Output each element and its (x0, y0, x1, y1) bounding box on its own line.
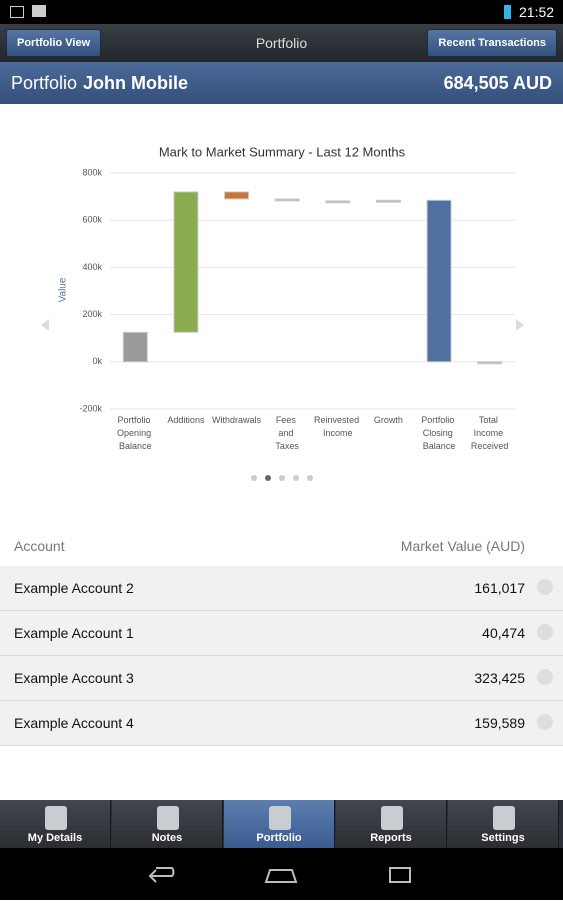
market-value: 323,425 (474, 670, 525, 686)
y-tick-label: 0k (92, 356, 102, 366)
tab-label: My Details (27, 832, 83, 844)
column-header: Market Value (AUD) (400, 538, 525, 554)
market-value: 159,589 (474, 715, 525, 731)
chart-title: Mark to Market Summary - Last 12 Months (159, 144, 406, 159)
clock: 21:52 (519, 4, 555, 20)
x-tick-label: Additions (167, 415, 205, 425)
tab-label: Notes (151, 832, 183, 844)
x-tick-label: Portfolio Closing Balance (421, 415, 457, 451)
header-total: 684,505 AUD (443, 73, 552, 93)
tab-bar: My Details Notes Portfolio Reports Settings (0, 800, 563, 848)
next-chart-arrow[interactable] (516, 319, 524, 331)
account-name: Example Account 2 (14, 580, 134, 596)
account-row[interactable]: Example Account 2 161,017 (0, 566, 563, 611)
nav-bar: Portfolio View Portfolio Recent Transact… (0, 24, 563, 62)
account-row[interactable]: Example Account 3 323,425 (0, 656, 563, 701)
bar (426, 199, 452, 363)
chevron (537, 579, 553, 595)
market-value: 40,474 (482, 625, 525, 641)
x-tick-label: Total Income Received (471, 415, 509, 451)
chart: Mark to Market Summary - Last 12 Months … (41, 144, 524, 481)
bar (274, 198, 300, 202)
tab[interactable]: My Details (0, 800, 111, 848)
x-tick-label: Reinvested Income (314, 415, 362, 438)
system-nav-icons (148, 867, 411, 883)
tab-icon (493, 806, 515, 830)
account-row[interactable]: Example Account 1 40,474 (0, 611, 563, 656)
chevron (537, 624, 553, 640)
tab[interactable]: Settings (448, 800, 559, 848)
tab-icon (157, 806, 179, 830)
chevron (537, 669, 553, 685)
tab-icon (269, 806, 291, 830)
notification-icon (32, 5, 46, 17)
chevron (537, 714, 553, 730)
system-nav-bar (0, 848, 563, 900)
account-name: Example Account 3 (14, 670, 134, 686)
tab-label: Settings (481, 832, 525, 844)
recents-button[interactable] (389, 867, 411, 883)
bar (122, 331, 148, 363)
y-tick-label: -200k (79, 403, 102, 413)
tab-icon (381, 806, 403, 830)
bar (477, 361, 503, 365)
header-name: John Mobile (83, 73, 188, 93)
tab[interactable]: Portfolio (224, 800, 335, 848)
tab-label: Reports (370, 832, 412, 844)
bar (325, 200, 351, 204)
home-button[interactable] (264, 869, 298, 883)
y-tick-label: 200k (82, 309, 102, 319)
nav-title: Portfolio (255, 35, 308, 51)
x-tick-label: Fees and Taxes (275, 415, 299, 451)
header-label: Portfolio (11, 73, 78, 93)
portfolio-view-button[interactable]: Portfolio View (6, 29, 102, 57)
tab[interactable]: Notes (112, 800, 223, 848)
battery-icon (504, 5, 511, 19)
tab-label: Portfolio (256, 832, 302, 844)
y-axis-label: Value (58, 277, 69, 302)
x-tick-label: Growth (374, 415, 403, 425)
column-header: Account (14, 538, 65, 554)
y-tick-label: 400k (82, 262, 102, 272)
y-tick-label: 600k (82, 215, 102, 225)
market-value: 161,017 (474, 580, 525, 596)
y-tick-label: 800k (82, 167, 102, 177)
notification-icon (10, 6, 24, 18)
tab[interactable]: Reports (336, 800, 447, 848)
x-tick-label: Withdrawals (212, 415, 262, 425)
previous-chart-arrow[interactable] (41, 319, 49, 331)
bar (173, 191, 199, 333)
account-name: Example Account 1 (14, 625, 134, 641)
x-tick-label: Portfolio Opening Balance (117, 415, 154, 451)
tab-icon (45, 806, 67, 830)
portfolio-header: Portfolio John Mobile 684,505 AUD (0, 62, 563, 104)
back-button[interactable] (148, 867, 175, 883)
account-name: Example Account 4 (14, 715, 134, 731)
status-bar: 21:52 (0, 0, 563, 24)
bar (224, 191, 250, 200)
account-row[interactable]: Example Account 4 159,589 (0, 701, 563, 746)
bar (375, 199, 401, 203)
page-indicator (251, 475, 313, 481)
recent-transactions-button[interactable]: Recent Transactions (427, 29, 557, 57)
